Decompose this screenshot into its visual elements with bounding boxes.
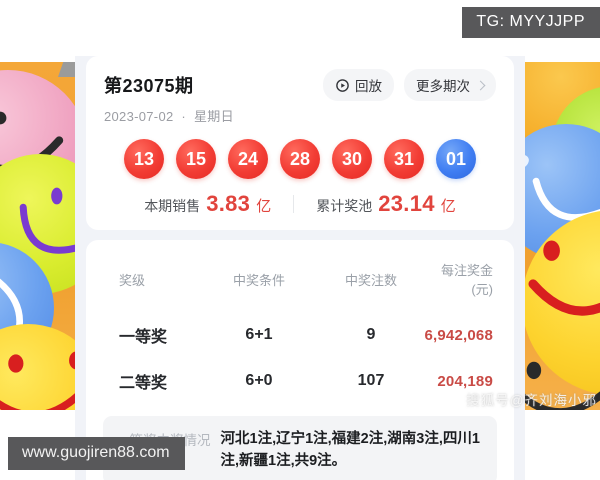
col-header-condition: 中奖条件 bbox=[232, 272, 285, 288]
chevron-right-icon bbox=[475, 80, 486, 90]
replay-button[interactable]: 回放 bbox=[323, 69, 394, 101]
pool-value: 23.14 bbox=[378, 191, 435, 216]
sales-pool-row: 本期销售 3.83 亿 累计奖池 23.14 亿 bbox=[104, 191, 496, 217]
red-ball: 24 bbox=[228, 139, 268, 179]
sales-label: 本期销售 bbox=[144, 198, 201, 214]
replay-label: 回放 bbox=[355, 79, 382, 94]
jackpot-pool: 累计奖池 23.14 亿 bbox=[316, 191, 456, 217]
site-url-badge: www.guojiren88.com bbox=[8, 437, 185, 470]
sales-value: 3.83 bbox=[206, 191, 251, 216]
period-sales: 本期销售 3.83 亿 bbox=[144, 191, 271, 217]
draw-weekday: 星期日 bbox=[193, 109, 234, 124]
prize-amount-cell: 6,942,068 bbox=[424, 326, 493, 344]
pool-unit: 亿 bbox=[440, 198, 456, 215]
col-header-level: 奖级 bbox=[119, 272, 146, 288]
pool-label: 累计奖池 bbox=[316, 198, 373, 214]
card-gap bbox=[75, 230, 525, 240]
header-actions: 回放 更多期次 bbox=[323, 69, 496, 101]
draw-date: 2023-07-02 · 星期日 bbox=[104, 106, 496, 125]
prize-amount-cell: 204,189 bbox=[437, 372, 493, 390]
blue-ball: 01 bbox=[436, 139, 476, 179]
col-header-count: 中奖注数 bbox=[344, 272, 397, 288]
prize-table: 奖级 中奖条件 中奖注数 每注奖金(元) 一等奖 6+1 9 6,942,068… bbox=[103, 254, 497, 404]
winning-numbers: 13 15 24 28 30 31 01 bbox=[104, 139, 496, 179]
red-ball: 13 bbox=[124, 139, 164, 179]
prize-level-cell: 二等奖 bbox=[119, 375, 168, 392]
sales-unit: 亿 bbox=[256, 198, 272, 215]
tg-contact-badge: TG: MYYJJPP bbox=[462, 7, 600, 38]
draw-date-separator: · bbox=[181, 109, 187, 124]
prize-condition-cell: 6+1 bbox=[245, 326, 273, 343]
period-title: 第23075期 bbox=[104, 76, 194, 96]
red-ball: 28 bbox=[280, 139, 320, 179]
draw-result-card: 第23075期 回放 更多期次 2023-07-02 · bbox=[86, 56, 514, 230]
more-periods-button[interactable]: 更多期次 bbox=[404, 69, 496, 101]
more-periods-label: 更多期次 bbox=[416, 79, 470, 94]
red-ball: 15 bbox=[176, 139, 216, 179]
content-column: 第23075期 回放 更多期次 2023-07-02 · bbox=[75, 56, 525, 480]
prize-count-cell: 107 bbox=[357, 372, 385, 389]
prize-condition-cell: 6+0 bbox=[245, 372, 273, 389]
red-ball: 30 bbox=[332, 139, 372, 179]
pink-smiley-balloon-bottom bbox=[502, 324, 600, 410]
sohu-watermark: 搜狐号@齐刘海小邪 bbox=[466, 393, 597, 408]
draw-header-row: 第23075期 回放 更多期次 bbox=[104, 69, 496, 101]
play-circle-icon bbox=[335, 78, 350, 93]
prize-count-cell: 9 bbox=[366, 326, 376, 343]
draw-date-value: 2023-07-02 bbox=[104, 109, 174, 124]
red-ball: 31 bbox=[384, 139, 424, 179]
stats-divider bbox=[293, 195, 295, 213]
col-header-amount: 每注奖金(元) bbox=[440, 263, 493, 297]
first-prize-info-content: 河北1注,辽宁1注,福建2注,湖南3注,四川1注,新疆1注,共9注。 bbox=[220, 431, 480, 470]
prize-level-cell: 一等奖 bbox=[119, 329, 168, 346]
